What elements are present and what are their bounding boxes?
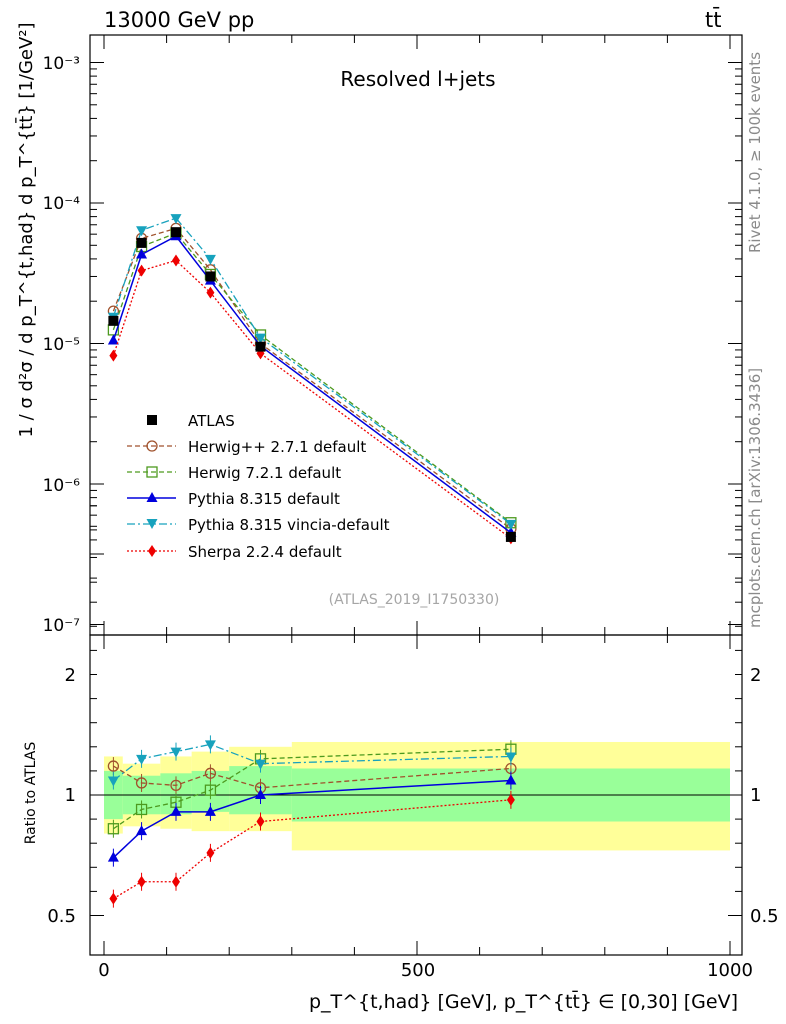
data-point-atlas — [170, 227, 181, 238]
series-pythia-8-315-vincia-default — [107, 214, 517, 530]
y-tick-label-1e-5: 10⁻⁵ — [43, 335, 80, 355]
x-tick-label-500: 500 — [401, 960, 435, 981]
ratio-line-sherpa-2-2-4-default — [113, 799, 511, 900]
ratio-point-herwig-7-2-1-default — [135, 803, 148, 816]
ratio-point-pythia-8-315-default — [136, 825, 148, 836]
series-herwig-2-7-1-default — [107, 222, 517, 535]
ratio-y-tick-label-2: 2 — [65, 665, 76, 686]
data-point-pythia-8-315-vincia-default — [136, 226, 148, 237]
ratio-point-pythia-8-315-vincia-default — [107, 776, 119, 787]
rivet-version-label: Rivet 4.1.0, ≥ 100k events — [746, 52, 764, 253]
data-point-sherpa-2-2-4-default — [171, 254, 180, 267]
series-line-herwig-2-7-1-default — [112, 227, 512, 530]
ratio-point-sherpa-2-2-4-default — [137, 875, 146, 888]
ratio-point-pythia-8-315-default — [170, 805, 182, 816]
chart-title: Resolved l+jets — [340, 67, 495, 91]
ratio-point-herwig-7-2-1-default — [107, 823, 120, 835]
main-series-layer — [107, 214, 517, 545]
series-line-pythia-8-315-default — [112, 235, 512, 534]
ratio-point-herwig-7-2-1-default — [204, 784, 217, 796]
ratio-point-herwig-2-7-1-default — [135, 777, 148, 789]
data-point-atlas — [205, 271, 216, 282]
series-line-sherpa-2-2-4-default — [112, 259, 512, 539]
ratio-axis-ticks — [90, 505, 742, 955]
ratio-y-tick-label-2-right: 2 — [750, 665, 761, 686]
ratio-series-pythia-8-315-vincia-default — [107, 735, 517, 790]
ratio-y-tick-label-0.5-right: 0.5 — [750, 906, 779, 927]
legend-item-sherpa: Sherpa 2.2.4 default — [127, 543, 342, 561]
x-tick-label-1000: 1000 — [707, 960, 753, 981]
ratio-point-pythia-8-315-default — [505, 774, 517, 785]
ratio-point-herwig-2-7-1-default — [204, 767, 217, 779]
legend-item-herwig7: Herwig 7.2.1 default — [127, 464, 341, 482]
ratio-y-tick-label-0.5: 0.5 — [47, 906, 76, 927]
svg-text:Herwig 7.2.1 default: Herwig 7.2.1 default — [188, 464, 341, 482]
y-tick-label-1e-6: 10⁻⁶ — [43, 476, 81, 496]
data-point-pythia-8-315-vincia-default — [505, 519, 517, 530]
svg-text:Sherpa 2.2.4 default: Sherpa 2.2.4 default — [188, 543, 342, 561]
y-tick-label-1e-7: 10⁻⁷ — [43, 616, 81, 636]
ratio-point-pythia-8-315-vincia-default — [505, 752, 517, 763]
mcplots-label: mcplots.cern.ch [arXiv:1306.3436] — [746, 368, 764, 628]
data-point-pythia-8-315-vincia-default — [170, 214, 182, 225]
ratio-point-sherpa-2-2-4-default — [109, 892, 118, 905]
svg-text:ATLAS: ATLAS — [188, 412, 235, 430]
ratio-point-herwig-2-7-1-default — [170, 779, 182, 792]
ratio-point-pythia-8-315-default — [255, 789, 266, 799]
y-tick-label-1e-4: 10⁻⁴ — [43, 194, 81, 214]
legend-item-pythia-vincia: Pythia 8.315 vincia-default — [127, 516, 390, 534]
main-y-axis-title: 1 / σ d²σ / d p_T^{t,had} d p_T^{tt̄} [1… — [15, 22, 37, 437]
svg-text:Pythia 8.315 vincia-default: Pythia 8.315 vincia-default — [188, 516, 390, 534]
data-point-atlas — [108, 315, 119, 326]
process-label: tt̄ — [705, 7, 721, 32]
legend-item-herwigpp: Herwig++ 2.7.1 default — [127, 438, 366, 456]
analysis-tag: (ATLAS_2019_I1750330) — [329, 592, 500, 608]
data-point-pythia-8-315-vincia-default — [204, 254, 216, 265]
ratio-y-axis-title: Ratio to ATLAS — [23, 742, 39, 845]
ratio-plot-frame — [89, 634, 743, 956]
energy-label: 13000 GeV pp — [104, 8, 254, 32]
ratio-line-pythia-8-315-default — [112, 779, 511, 859]
ratio-point-pythia-8-315-vincia-default — [255, 759, 266, 770]
ratio-point-sherpa-2-2-4-default — [256, 815, 265, 828]
series-atlas — [108, 227, 516, 542]
data-point-pythia-8-315-default — [107, 334, 119, 345]
data-point-atlas — [505, 531, 516, 542]
ratio-point-sherpa-2-2-4-default — [206, 846, 215, 859]
legend-item-atlas: ATLAS — [147, 412, 235, 430]
ratio-point-pythia-8-315-vincia-default — [204, 740, 216, 751]
ratio-point-sherpa-2-2-4-default — [506, 793, 515, 806]
data-point-sherpa-2-2-4-default — [206, 286, 215, 299]
data-point-pythia-8-315-default — [136, 248, 148, 259]
x-tick-label-0: 0 — [98, 960, 109, 981]
data-point-atlas — [255, 341, 266, 352]
ratio-y-tick-label-1-right: 1 — [750, 785, 761, 806]
data-point-sherpa-2-2-4-default — [137, 264, 146, 277]
ratio-series-layer — [107, 735, 517, 908]
ratio-point-pythia-8-315-vincia-default — [136, 754, 148, 765]
x-axis-title: p_T^{t,had} [GeV], p_T^{tt̄} ∈ [0,30] [G… — [309, 989, 738, 1013]
data-point-sherpa-2-2-4-default — [109, 349, 118, 362]
ratio-point-pythia-8-315-vincia-default — [170, 747, 182, 758]
svg-text:Herwig++ 2.7.1 default: Herwig++ 2.7.1 default — [188, 438, 366, 456]
legend: ATLAS Herwig++ 2.7.1 default Herwig 7.2.… — [127, 412, 390, 561]
ratio-y-tick-label-1: 1 — [65, 785, 76, 806]
ratio-uncertainty-bands — [104, 741, 730, 851]
svg-text:Pythia 8.315 default: Pythia 8.315 default — [188, 490, 340, 508]
ratio-point-herwig-2-7-1-default — [107, 760, 120, 772]
legend-item-pythia: Pythia 8.315 default — [127, 490, 340, 508]
ratio-point-pythia-8-315-default — [204, 805, 216, 816]
y-tick-label-1e-3: 10⁻³ — [43, 54, 80, 74]
series-line-herwig-7-2-1-default — [112, 232, 512, 524]
data-point-pythia-8-315-vincia-default — [255, 333, 266, 344]
ratio-point-pythia-8-315-default — [107, 851, 119, 862]
ratio-series-pythia-8-315-default — [107, 771, 517, 867]
data-point-atlas — [136, 237, 147, 248]
ratio-point-sherpa-2-2-4-default — [171, 875, 180, 888]
ratio-series-sherpa-2-2-4-default — [109, 790, 515, 908]
